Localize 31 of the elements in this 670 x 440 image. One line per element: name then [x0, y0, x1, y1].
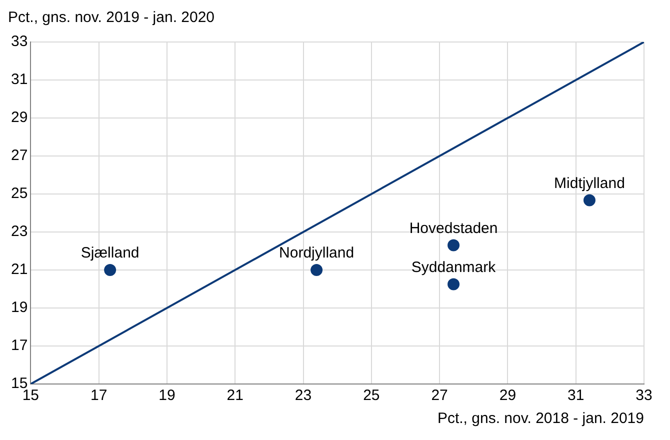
x-tick-label: 15	[22, 387, 40, 404]
annotation: Nordjylland	[279, 244, 354, 262]
y-tick-label: 21	[10, 261, 28, 278]
y-tick-label: 33	[10, 33, 28, 50]
point	[310, 264, 323, 276]
x-tick-label: 27	[431, 387, 448, 404]
x-tick-label: 25	[363, 387, 380, 404]
y-tick-label: 25	[10, 185, 28, 202]
x-tick-label: 31	[568, 387, 584, 404]
x-tick-label: 17	[90, 387, 108, 404]
point	[448, 278, 460, 290]
y-tick-label: 29	[10, 109, 28, 126]
y-tick-label: 19	[10, 299, 28, 316]
annotation: Sjælland	[80, 244, 140, 262]
y-tick-label: 17	[10, 337, 28, 354]
annotation: Syddanmark	[411, 258, 496, 276]
y-tick-label: 23	[10, 223, 28, 240]
y-tick-label: 27	[10, 147, 28, 164]
annotation: Midtjylland	[554, 174, 625, 192]
x-tick-label: 21	[226, 387, 244, 404]
y-axis-title: Pct., gns. nov. 2019 - jan. 2020	[8, 8, 216, 28]
point	[583, 194, 596, 206]
x-tick-label: 29	[499, 387, 516, 404]
point	[104, 264, 116, 276]
point	[448, 239, 460, 252]
y-tick-label: 31	[10, 71, 28, 88]
x-tick-label: 23	[294, 387, 312, 404]
x-tick-label: 33	[636, 387, 652, 404]
x-axis-title: Pct., gns. nov. 2018 - jan. 2019	[437, 410, 644, 428]
annotation: Hovedstaden	[409, 220, 498, 237]
x-tick-label: 19	[158, 387, 176, 404]
